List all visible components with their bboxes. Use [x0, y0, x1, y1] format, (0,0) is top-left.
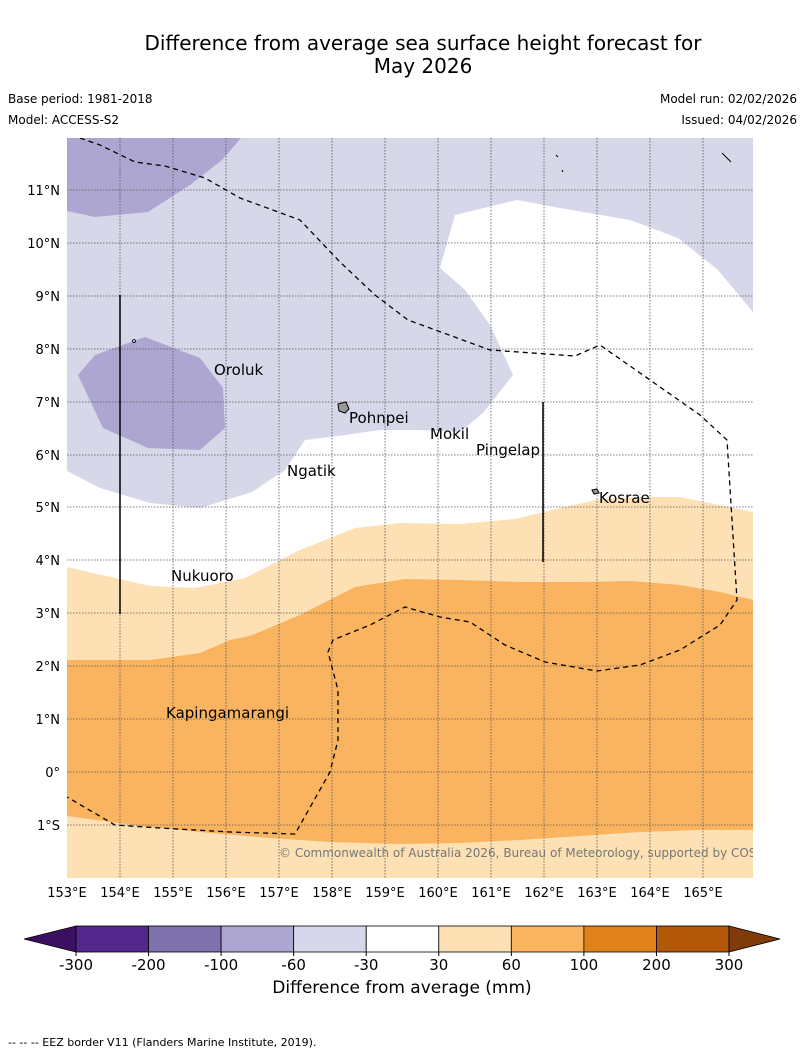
- region-60-100: [67, 579, 753, 844]
- lat-label: 3°N: [36, 607, 61, 622]
- colorbar: -300 -200 -100 -60 -30 30 60 100 200 300: [23, 925, 781, 974]
- colorbar-tick-label: 30: [429, 956, 448, 974]
- lat-label: 6°N: [36, 449, 61, 464]
- region-minus100-minus60-oroluk: [78, 337, 225, 450]
- colorbar-tick-label: -60: [281, 956, 306, 974]
- place-ngatik: Ngatik: [287, 462, 336, 480]
- eez-footnote: -- -- -- EEZ border V11 (Flanders Marine…: [8, 1036, 317, 1049]
- place-mokil: Mokil: [430, 425, 469, 443]
- lat-label: 1°N: [36, 713, 61, 728]
- model-run: Model run: 02/02/2026: [659, 92, 797, 106]
- lon-label: 156°E: [206, 886, 246, 901]
- chart-title: Difference from average sea surface heig…: [0, 32, 804, 78]
- model-name: Model: ACCESS-S2: [8, 113, 120, 127]
- issued-date: Issued: 04/02/2026: [681, 113, 797, 127]
- map-area: Oroluk Pohnpei Mokil Pingelap Ngatik Kos…: [67, 138, 784, 878]
- eez-border: [67, 138, 738, 835]
- lon-label: 163°E: [577, 886, 617, 901]
- colorbar-swatch: [75, 925, 149, 953]
- colorbar-extend-low: [23, 925, 77, 953]
- lon-label: 155°E: [153, 886, 193, 901]
- lon-label: 154°E: [100, 886, 140, 901]
- lat-label: 9°N: [36, 290, 61, 305]
- copyright-notice: © Commonwealth of Australia 2026, Bureau…: [279, 846, 784, 860]
- lon-label: 161°E: [471, 886, 511, 901]
- lon-label: 160°E: [418, 886, 458, 901]
- northeast-islets: [555, 152, 732, 173]
- lon-label: 158°E: [312, 886, 352, 901]
- place-kapingamarangi: Kapingamarangi: [166, 704, 289, 722]
- colorbar-tick-label: 300: [715, 956, 744, 974]
- lat-label: 7°N: [36, 396, 61, 411]
- lat-label: 11°N: [27, 184, 60, 199]
- colorbar-tick-label: -100: [204, 956, 238, 974]
- colorbar-swatch: [438, 925, 512, 953]
- colorbar-tick-label: 200: [642, 956, 671, 974]
- place-kosrae: Kosrae: [599, 489, 650, 507]
- place-pohnpei: Pohnpei: [349, 409, 409, 427]
- colorbar-tick-label: -30: [354, 956, 379, 974]
- region-minus60-minus30: [67, 138, 753, 508]
- lon-label: 157°E: [259, 886, 299, 901]
- oroluk-islet: [132, 339, 136, 343]
- base-period: Base period: 1981-2018: [8, 92, 153, 106]
- colorbar-title: Difference from average (mm): [272, 978, 532, 998]
- title-line-1: Difference from average sea surface heig…: [144, 31, 702, 55]
- lat-label: 2°N: [36, 660, 61, 675]
- lat-label: 1°S: [37, 819, 60, 834]
- lon-label: 164°E: [630, 886, 670, 901]
- title-line-2: May 2026: [373, 54, 473, 78]
- lon-label: 159°E: [365, 886, 405, 901]
- lat-label: 10°N: [27, 237, 60, 252]
- colorbar-swatch: [293, 925, 367, 953]
- lon-label: 153°E: [47, 886, 87, 901]
- place-labels: Oroluk Pohnpei Mokil Pingelap Ngatik Kos…: [166, 361, 650, 722]
- colorbar-swatch: [365, 925, 440, 953]
- colorbar-extend-high: [728, 925, 781, 953]
- lat-label: 8°N: [36, 343, 61, 358]
- lon-axis-labels: 153°E 154°E 155°E 156°E 157°E 158°E 159°…: [47, 886, 723, 901]
- colorbar-tick-label: 60: [502, 956, 521, 974]
- lat-axis-labels: 11°N 10°N 9°N 8°N 7°N 6°N 5°N 4°N 3°N 2°…: [27, 184, 60, 834]
- colorbar-tick-label: -300: [59, 956, 93, 974]
- lon-label: 165°E: [683, 886, 723, 901]
- lat-label: 0°: [45, 766, 60, 781]
- lon-label: 162°E: [524, 886, 564, 901]
- colorbar-swatch: [220, 925, 295, 953]
- colorbar-swatch: [510, 925, 585, 953]
- lat-label: 5°N: [36, 501, 61, 516]
- gridlines: [67, 138, 753, 878]
- colorbar-swatch: [583, 925, 657, 953]
- place-oroluk: Oroluk: [214, 361, 263, 379]
- region-minus100-minus60-north: [67, 138, 241, 217]
- colorbar-tick-label: -200: [132, 956, 166, 974]
- place-nukuoro: Nukuoro: [171, 567, 234, 585]
- colorbar-swatch: [656, 925, 730, 953]
- pohnpei-island: [337, 401, 350, 414]
- kosrae-island: [591, 488, 600, 495]
- colorbar-swatch: [148, 925, 222, 953]
- colorbar-tick-label: 100: [570, 956, 599, 974]
- lat-label: 4°N: [36, 554, 61, 569]
- place-pingelap: Pingelap: [476, 441, 540, 459]
